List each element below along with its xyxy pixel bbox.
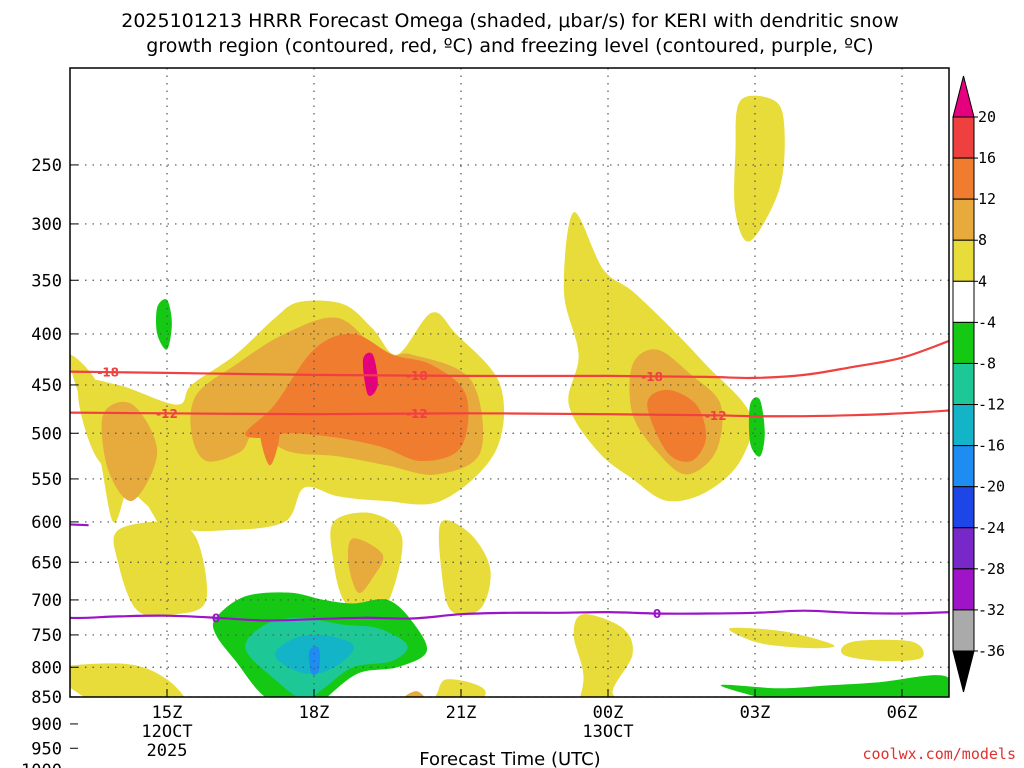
- contour-dgz-minus12: [70, 409, 949, 418]
- colorbar-label: -4: [978, 313, 996, 331]
- contour-label-freezing-level: 0: [653, 607, 661, 621]
- x-tick-label: 03Z: [740, 703, 771, 723]
- colorbar-label: 16: [978, 149, 996, 167]
- x-tick-label: 21Z: [446, 703, 477, 723]
- colorbar-swatch: [952, 445, 975, 488]
- colorbar-label: -16: [978, 437, 1005, 455]
- colorbar-label: -28: [978, 560, 1005, 578]
- y-tick-label: 1000: [21, 761, 62, 768]
- omega-area-neg4: [156, 299, 172, 350]
- y-tick-label: 500: [31, 424, 62, 444]
- credit-text: coolwx.com/models: [862, 745, 1016, 763]
- colorbar-label: -12: [978, 396, 1005, 414]
- contour-label-dgz-minus18: -18: [97, 366, 119, 380]
- omega-area-16: [338, 718, 422, 763]
- omega-area-12: [260, 414, 280, 466]
- y-tick-label: 350: [31, 271, 62, 291]
- y-tick-label: 800: [31, 658, 62, 678]
- colorbar-swatch: [952, 198, 975, 241]
- omega-area-4: [841, 639, 924, 662]
- colorbar-label: -8: [978, 354, 996, 372]
- y-tick-label: 750: [31, 626, 62, 646]
- chart-title-line-1: 2025101213 HRRR Forecast Omega (shaded, …: [121, 10, 899, 32]
- contour-freezing-level-upper: [70, 523, 89, 527]
- contour-label-dgz-minus18: -18: [406, 369, 428, 383]
- omega-area-12: [206, 750, 295, 765]
- colorbar-label: -32: [978, 601, 1005, 619]
- contour-label-dgz-minus12: -12: [705, 409, 727, 423]
- omega-area-4: [434, 679, 486, 697]
- y-tick-label: 650: [31, 553, 62, 573]
- omega-area-20: [343, 721, 417, 759]
- colorbar-swatch: [952, 116, 975, 159]
- omega-shading: [70, 95, 949, 767]
- colorbar-label: 8: [978, 231, 987, 249]
- contour-freezing-level: [70, 609, 949, 622]
- y-tick-label: 950: [31, 739, 62, 759]
- colorbar-swatch: [952, 486, 975, 529]
- y-axis: 250 300 350 400 450 500 550 600 650 700 750 800 850 9…: [21, 156, 78, 768]
- x-tick-date: 12OCT: [141, 722, 192, 742]
- omega-area-12: [647, 389, 707, 462]
- omega-area-neg4: [720, 675, 949, 697]
- omega-area-8: [347, 538, 384, 593]
- colorbar-label: 4: [978, 272, 987, 290]
- y-tick-label: 550: [31, 470, 62, 490]
- colorbar: 20 16 12 8 4 -4 -8 -12 -16 -20 -24 -28 -32 -36: [952, 75, 1005, 693]
- omega-area-12: [329, 713, 432, 767]
- colorbar-swatch: [952, 527, 975, 570]
- x-tick-label: 00Z: [593, 703, 624, 723]
- colorbar-label: -20: [978, 478, 1005, 496]
- contour-label-dgz-minus12: -12: [156, 407, 178, 421]
- contour-label-dgz-minus18: -18: [641, 370, 663, 384]
- colorbar-label: 20: [978, 108, 996, 126]
- x-tick-label: 06Z: [887, 703, 918, 723]
- contour-label-freezing-level: 0: [212, 611, 220, 625]
- contour-dgz-minus18: [70, 339, 949, 380]
- plot-frame: [69, 67, 950, 698]
- omega-area-16: [216, 757, 246, 765]
- colorbar-swatch: [952, 362, 975, 406]
- x-tick-year: 2025: [147, 741, 188, 761]
- omega-area-8: [404, 691, 425, 697]
- y-tick-label: 900: [31, 715, 62, 735]
- colorbar-label: 12: [978, 190, 996, 208]
- colorbar-swatch: [952, 404, 975, 447]
- omega-area-20: [686, 756, 716, 762]
- plot-area: -18 -18 -18 -12 -12 -12 0 0: [70, 68, 949, 767]
- x-tick-date: 13OCT: [582, 722, 633, 742]
- omega-area-4: [438, 520, 491, 615]
- y-tick-label: 700: [31, 591, 62, 611]
- colorbar-swatch: [952, 239, 975, 282]
- y-tick-label: 450: [31, 376, 62, 396]
- contour-label-dgz-minus12: -12: [406, 407, 428, 421]
- colorbar-swatch: [952, 568, 975, 611]
- omega-area-8: [101, 401, 158, 502]
- colorbar-label: -36: [978, 642, 1005, 660]
- colorbar-label: -24: [978, 519, 1005, 537]
- omega-area-4: [113, 521, 208, 617]
- y-tick-label: 250: [31, 156, 62, 176]
- x-tick-label: 15Z: [152, 703, 183, 723]
- colorbar-swatch: [952, 609, 975, 652]
- chart-title-line-2: growth region (contoured, red, ºC) and f…: [146, 35, 873, 57]
- x-axis-label: Forecast Time (UTC): [419, 749, 600, 768]
- omega-area-12: [108, 713, 142, 731]
- y-tick-label: 300: [31, 215, 62, 235]
- omega-area-4: [734, 95, 785, 242]
- omega-area-12: [245, 333, 469, 461]
- y-tick-label: 850: [31, 688, 62, 708]
- colorbar-swatch: [952, 157, 975, 200]
- y-tick-label: 400: [31, 325, 62, 345]
- colorbar-swatch: [952, 280, 975, 323]
- y-tick-label: 600: [31, 513, 62, 533]
- omega-area-neg4: [748, 397, 765, 457]
- omega-area-4: [70, 663, 185, 697]
- temperature-contours: -18 -18 -18 -12 -12 -12 0 0: [70, 339, 949, 625]
- omega-area-4: [728, 627, 835, 649]
- x-tick-label: 18Z: [299, 703, 330, 723]
- colorbar-swatch: [952, 321, 975, 364]
